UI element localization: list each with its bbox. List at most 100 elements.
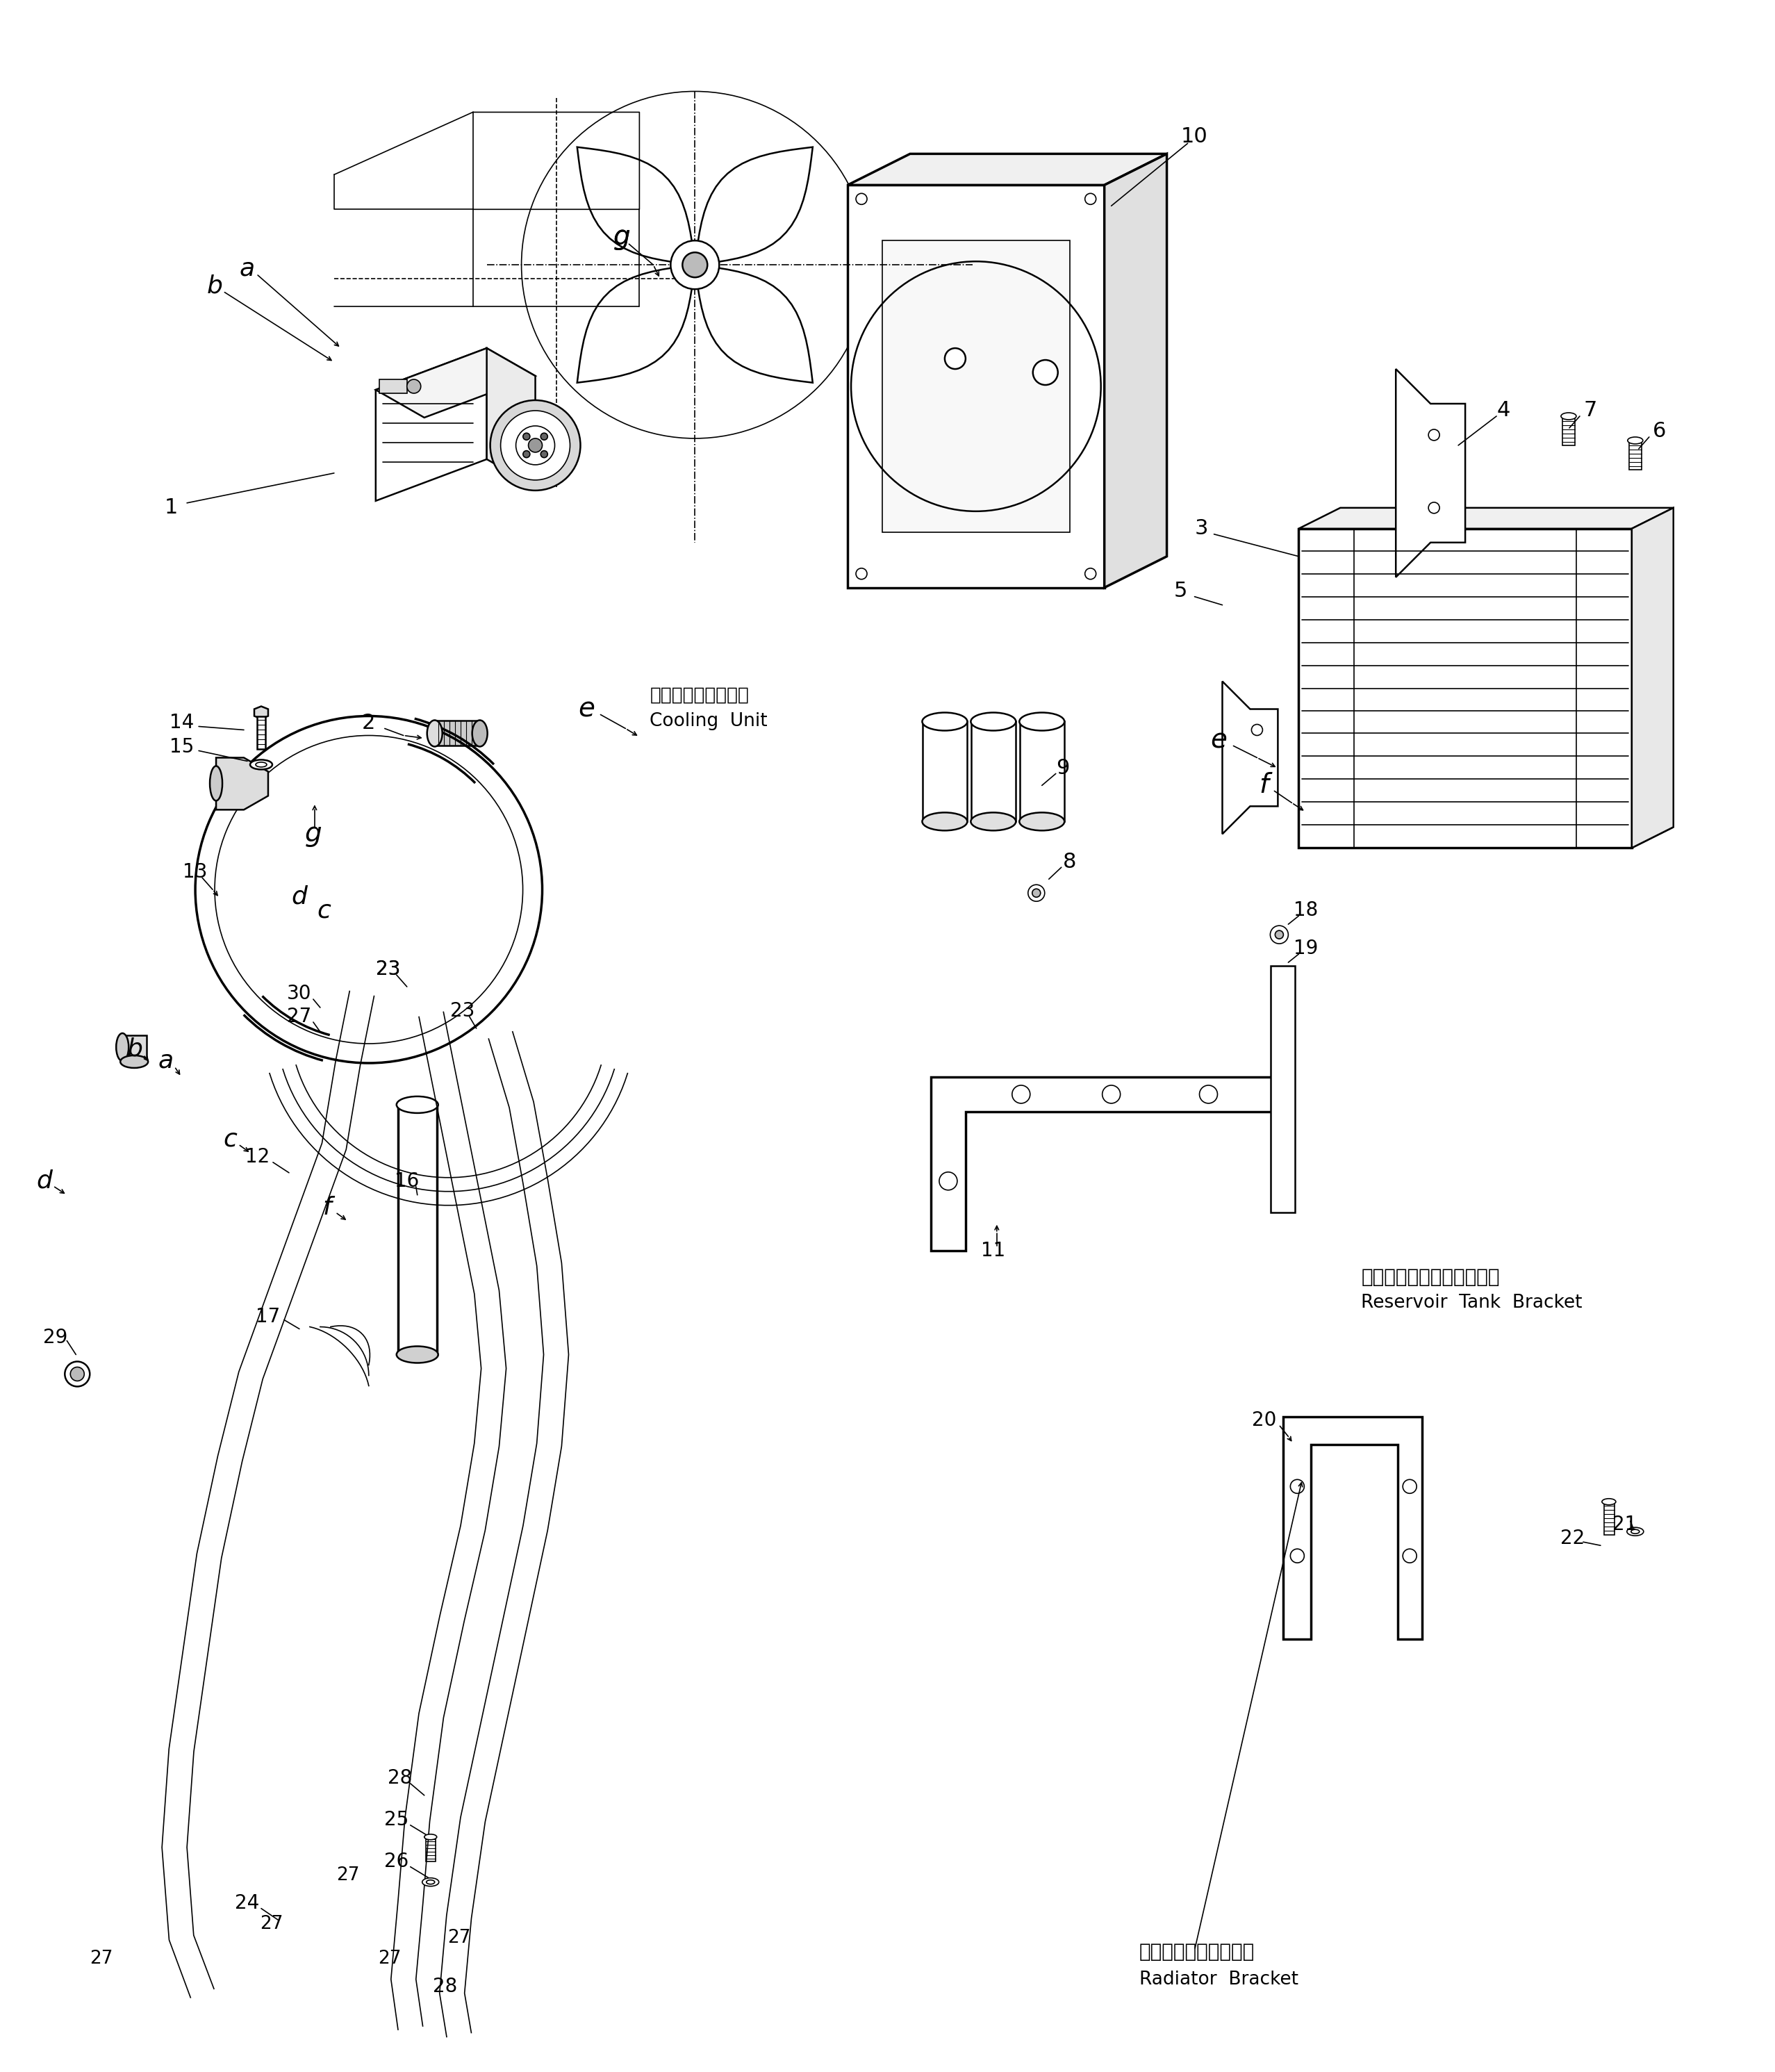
Text: f: f bbox=[323, 1196, 332, 1218]
Text: 19: 19 bbox=[1294, 939, 1317, 957]
Polygon shape bbox=[398, 1104, 437, 1355]
Ellipse shape bbox=[1601, 1498, 1615, 1504]
Text: b: b bbox=[206, 274, 222, 298]
Text: 7: 7 bbox=[1583, 400, 1598, 421]
Text: 10: 10 bbox=[1180, 126, 1209, 147]
Text: 26: 26 bbox=[383, 1852, 408, 1871]
Ellipse shape bbox=[426, 1879, 435, 1883]
Circle shape bbox=[1274, 930, 1283, 939]
Text: 12: 12 bbox=[245, 1148, 270, 1167]
Ellipse shape bbox=[250, 760, 272, 769]
Ellipse shape bbox=[971, 713, 1015, 731]
Text: g: g bbox=[614, 224, 630, 251]
Text: Cooling  Unit: Cooling Unit bbox=[650, 713, 767, 731]
Circle shape bbox=[1033, 361, 1058, 385]
Text: f: f bbox=[1258, 773, 1269, 798]
Text: b: b bbox=[128, 1038, 142, 1061]
Text: 11: 11 bbox=[982, 1241, 1006, 1260]
Text: 24: 24 bbox=[234, 1894, 259, 1912]
Text: a: a bbox=[158, 1048, 174, 1073]
Polygon shape bbox=[882, 240, 1070, 533]
Circle shape bbox=[1028, 885, 1045, 901]
Polygon shape bbox=[376, 348, 486, 501]
Text: 23: 23 bbox=[451, 1001, 474, 1021]
Polygon shape bbox=[426, 1840, 435, 1861]
Polygon shape bbox=[1104, 153, 1166, 588]
Ellipse shape bbox=[923, 713, 967, 731]
Polygon shape bbox=[1271, 966, 1296, 1212]
Circle shape bbox=[541, 433, 548, 439]
Circle shape bbox=[541, 452, 548, 458]
Ellipse shape bbox=[424, 1834, 437, 1840]
Polygon shape bbox=[1223, 682, 1278, 835]
Text: g: g bbox=[305, 821, 321, 847]
Text: 1: 1 bbox=[165, 497, 178, 518]
Text: 25: 25 bbox=[383, 1809, 408, 1830]
Polygon shape bbox=[1562, 419, 1574, 445]
Circle shape bbox=[524, 433, 531, 439]
Ellipse shape bbox=[1019, 812, 1065, 831]
Text: 27: 27 bbox=[378, 1950, 401, 1968]
Polygon shape bbox=[696, 147, 813, 265]
Ellipse shape bbox=[1560, 412, 1576, 421]
Text: 27: 27 bbox=[335, 1867, 360, 1883]
Circle shape bbox=[406, 379, 421, 394]
Circle shape bbox=[944, 348, 966, 369]
Text: Reservoir  Tank  Bracket: Reservoir Tank Bracket bbox=[1361, 1293, 1582, 1312]
Ellipse shape bbox=[1019, 713, 1065, 731]
Polygon shape bbox=[1605, 1504, 1615, 1535]
Text: 18: 18 bbox=[1294, 901, 1317, 920]
Polygon shape bbox=[486, 348, 536, 487]
Text: 28: 28 bbox=[433, 1977, 458, 1995]
Polygon shape bbox=[1631, 508, 1674, 847]
Polygon shape bbox=[848, 153, 1166, 184]
Polygon shape bbox=[1299, 528, 1631, 847]
Text: クーリングユニット: クーリングユニット bbox=[650, 686, 749, 704]
Ellipse shape bbox=[428, 721, 442, 746]
Text: a: a bbox=[240, 257, 256, 280]
Circle shape bbox=[1033, 889, 1040, 897]
Text: 14: 14 bbox=[169, 713, 193, 733]
Ellipse shape bbox=[396, 1096, 438, 1113]
Polygon shape bbox=[1299, 827, 1674, 847]
Ellipse shape bbox=[256, 762, 266, 767]
Text: 6: 6 bbox=[1653, 421, 1667, 441]
Text: 23: 23 bbox=[376, 959, 401, 980]
Text: 3: 3 bbox=[1195, 518, 1209, 539]
Polygon shape bbox=[696, 265, 813, 383]
Circle shape bbox=[524, 452, 531, 458]
Text: 27: 27 bbox=[259, 1915, 284, 1933]
Text: 27: 27 bbox=[288, 1007, 312, 1026]
Text: 13: 13 bbox=[183, 862, 208, 883]
Circle shape bbox=[517, 427, 556, 464]
Polygon shape bbox=[257, 717, 266, 750]
Polygon shape bbox=[577, 265, 696, 383]
Circle shape bbox=[529, 439, 541, 452]
Polygon shape bbox=[923, 721, 967, 821]
Polygon shape bbox=[380, 379, 406, 394]
Text: リザーバタンクブラケット: リザーバタンクブラケット bbox=[1361, 1268, 1500, 1287]
Text: 15: 15 bbox=[169, 738, 193, 756]
Text: 27: 27 bbox=[447, 1929, 470, 1946]
Text: d: d bbox=[291, 885, 307, 908]
Circle shape bbox=[66, 1361, 91, 1386]
Polygon shape bbox=[1299, 508, 1674, 528]
Polygon shape bbox=[217, 758, 268, 810]
Polygon shape bbox=[435, 721, 479, 746]
Circle shape bbox=[490, 400, 580, 491]
Text: 28: 28 bbox=[387, 1767, 412, 1788]
Text: c: c bbox=[224, 1127, 236, 1152]
Text: 29: 29 bbox=[43, 1328, 67, 1347]
Ellipse shape bbox=[472, 721, 488, 746]
Text: e: e bbox=[1211, 727, 1227, 754]
Polygon shape bbox=[254, 707, 268, 719]
Text: d: d bbox=[36, 1169, 51, 1193]
Polygon shape bbox=[848, 184, 1104, 588]
Polygon shape bbox=[930, 1077, 1292, 1251]
Text: 5: 5 bbox=[1173, 580, 1187, 601]
Text: Radiator  Bracket: Radiator Bracket bbox=[1140, 1970, 1298, 1989]
Text: c: c bbox=[316, 899, 330, 922]
Polygon shape bbox=[1019, 721, 1065, 821]
Polygon shape bbox=[971, 721, 1015, 821]
Text: 27: 27 bbox=[91, 1950, 114, 1968]
